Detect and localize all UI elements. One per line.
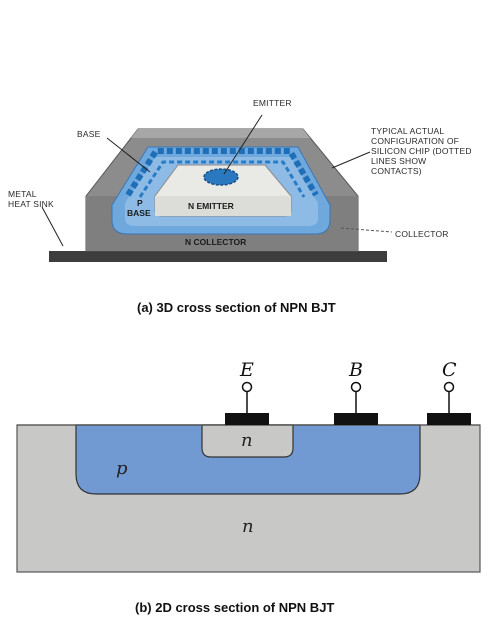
caption-3d: (a) 3D cross section of NPN BJT (137, 300, 336, 315)
collector-contact-pad (427, 413, 471, 425)
heat-sink-leader (41, 206, 64, 247)
base-region-label: p (116, 458, 128, 479)
typical-leader (331, 151, 371, 169)
typical-line-4: LINES SHOW (371, 156, 426, 166)
n-emitter-label: N EMITTER (188, 201, 234, 211)
heat-sink-label: HEAT SINK (8, 199, 54, 209)
caption-2d: (b) 2D cross section of NPN BJT (135, 600, 334, 615)
base-terminal-circle (350, 381, 362, 393)
n-emitter-well (201, 424, 294, 458)
collector-top-face (131, 129, 310, 138)
emitter-contact-pad (225, 413, 269, 425)
base-contact-dotted (125, 148, 319, 197)
collector-region-label: n (242, 516, 254, 537)
n-collector-label: N COLLECTOR (185, 237, 246, 247)
typical-line-1: TYPICAL ACTUAL (371, 126, 444, 136)
metal-label: METAL (8, 189, 37, 199)
diagram-3d: EMITTER BASE METAL HEAT SINK TYPICAL ACT… (8, 98, 472, 315)
base-contact-pad (334, 413, 378, 425)
emitter-terminal-circle (241, 381, 253, 393)
n-emitter-front (155, 196, 291, 216)
diagram-2d: E B C n p n (b) 2D cross section of NPN … (16, 359, 481, 615)
emitter-label: EMITTER (253, 98, 292, 108)
typical-line-5: CONTACTS) (371, 166, 422, 176)
base-terminal-label: B (348, 359, 363, 381)
emitter-leader (223, 114, 263, 175)
collector-label: COLLECTOR (395, 229, 449, 239)
emitter-terminal-label: E (239, 359, 254, 381)
emitter-contact (203, 168, 239, 186)
p-base-well (75, 424, 421, 495)
typical-line-3: SILICON CHIP (DOTTED (371, 146, 472, 156)
metal-heat-sink (49, 251, 387, 262)
base-leader (106, 137, 151, 173)
base-label: BASE (77, 129, 101, 139)
typical-line-2: CONFIGURATION OF (371, 136, 459, 146)
collector-terminal-circle (443, 381, 455, 393)
p-base-label: BASE (127, 208, 151, 218)
collector-leader (340, 227, 393, 233)
p-label: P (137, 198, 143, 208)
emitter-region-label: n (241, 430, 253, 451)
collector-terminal-label: C (442, 359, 457, 381)
base-contact-dotted-inner (138, 160, 306, 198)
